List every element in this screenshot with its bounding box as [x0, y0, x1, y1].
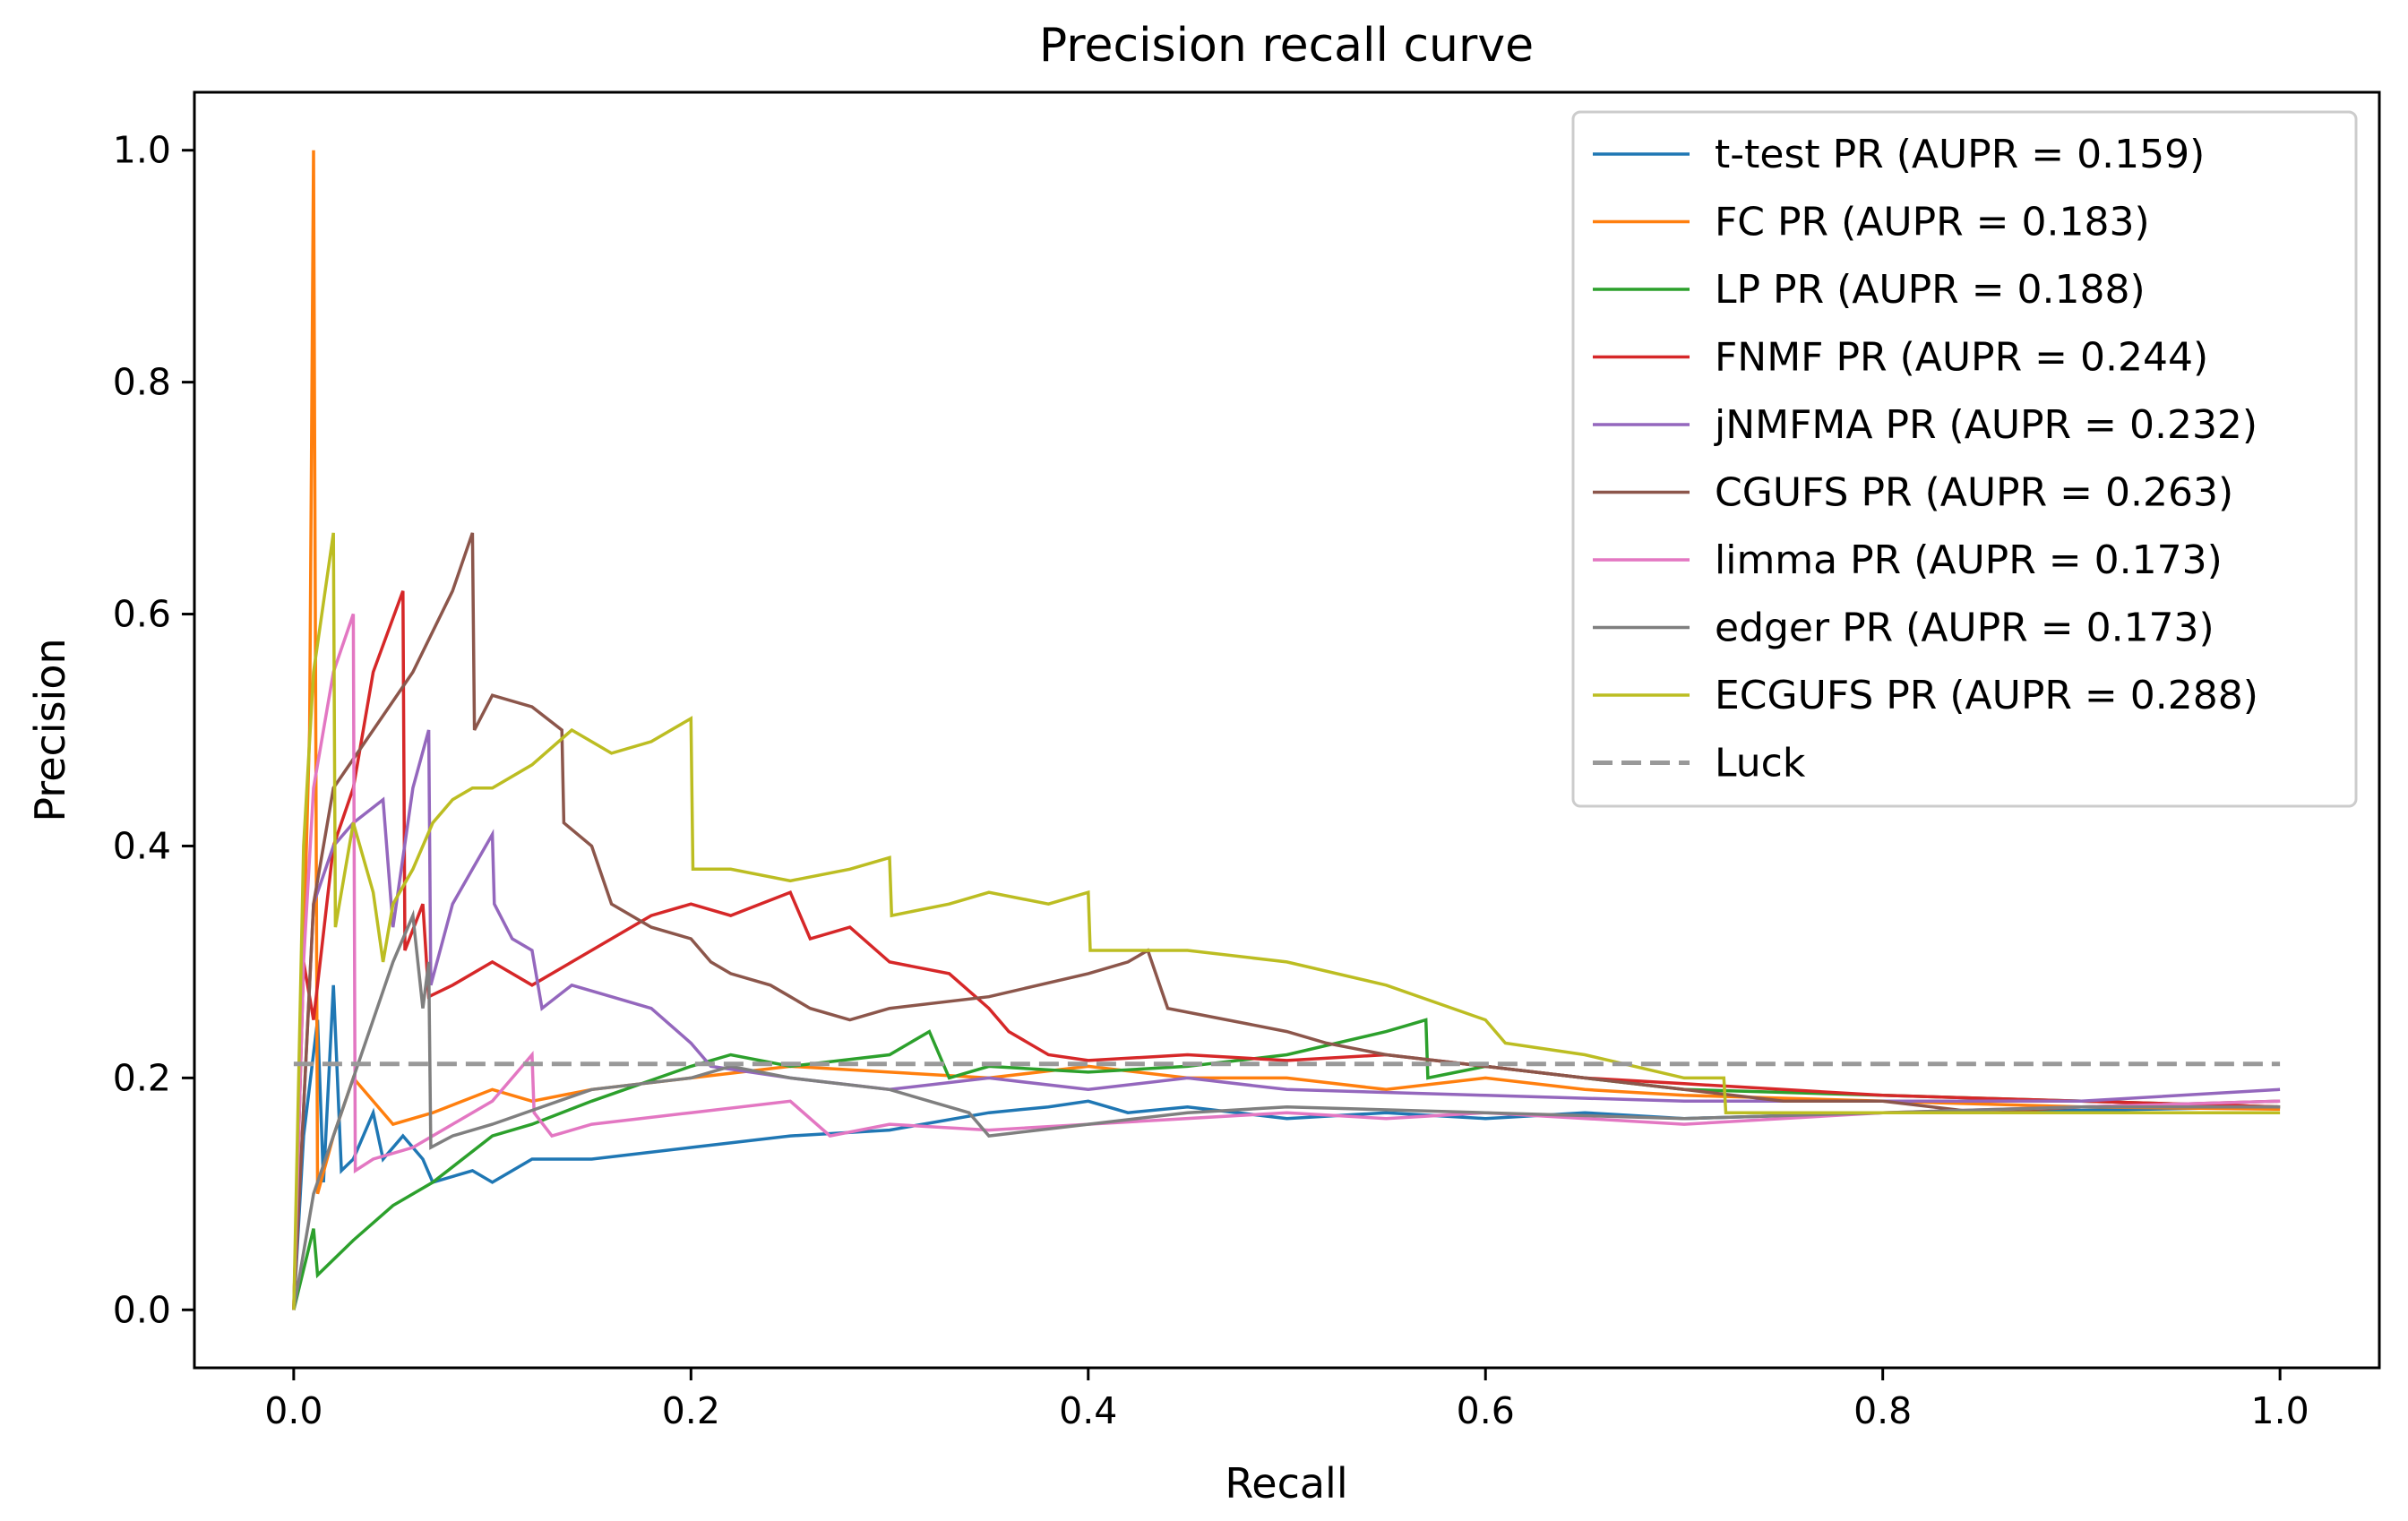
y-tick-label: 0.0: [113, 1288, 171, 1331]
legend-label-jnmfma-pr: jNMFMA PR (AUPR = 0.232): [1714, 402, 2258, 448]
legend-label-ecgufs-pr: ECGUFS PR (AUPR = 0.288): [1715, 673, 2258, 718]
legend-entries: t-test PR (AUPR = 0.159) FC PR (AUPR = 0.…: [1593, 132, 2258, 786]
x-axis-label: Recall: [1225, 1459, 1347, 1508]
legend: t-test PR (AUPR = 0.159) FC PR (AUPR = 0.…: [1571, 110, 2358, 808]
chart-title: Precision recall curve: [1039, 19, 1534, 73]
y-axis-label: Precision: [26, 638, 74, 821]
plot-frame: [193, 90, 2381, 1370]
y-axis-ticks: 0.0 0.2 0.4 0.6 0.8 1.0: [113, 129, 194, 1331]
x-axis-ticks: 0.0 0.2 0.4 0.6 0.8 1.0: [264, 1368, 2309, 1432]
y-tick-label: 0.8: [113, 361, 171, 404]
series-line-limma-pr: [292, 613, 2281, 1310]
legend-box: [1571, 110, 2358, 808]
series-line-ecgufs-pr: [292, 532, 2281, 1310]
legend-label-luck: Luck: [1715, 741, 1806, 786]
x-tick-label: 0.0: [264, 1389, 322, 1432]
legend-label-edger-pr: edger PR (AUPR = 0.173): [1715, 606, 2214, 651]
legend-label-t-test-pr: t-test PR (AUPR = 0.159): [1715, 132, 2205, 177]
x-tick-label: 0.2: [662, 1389, 720, 1432]
series-line-edger-pr: [292, 909, 2281, 1310]
series-line-cgufs-pr: [292, 532, 2281, 1310]
legend-label-fnmf-pr: FNMF PR (AUPR = 0.244): [1715, 335, 2208, 381]
series-line-t-test-pr: [292, 984, 2281, 1310]
legend-label-fc-pr: FC PR (AUPR = 0.183): [1715, 200, 2150, 245]
x-tick-label: 1.0: [2251, 1389, 2309, 1432]
series-line-jnmfma-pr: [292, 729, 2281, 1310]
y-tick-label: 0.2: [113, 1056, 171, 1099]
legend-label-limma-pr: limma PR (AUPR = 0.173): [1715, 537, 2223, 583]
y-tick-label: 1.0: [113, 129, 171, 172]
x-tick-label: 0.4: [1059, 1389, 1117, 1432]
legend-label-lp-pr: LP PR (AUPR = 0.188): [1715, 267, 2146, 313]
y-tick-label: 0.4: [113, 824, 171, 867]
y-tick-label: 0.6: [113, 593, 171, 636]
x-tick-label: 0.6: [1457, 1389, 1515, 1432]
series-layer: [292, 150, 2281, 1310]
x-tick-label: 0.8: [1853, 1389, 1912, 1432]
legend-label-cgufs-pr: CGUFS PR (AUPR = 0.263): [1715, 470, 2233, 516]
